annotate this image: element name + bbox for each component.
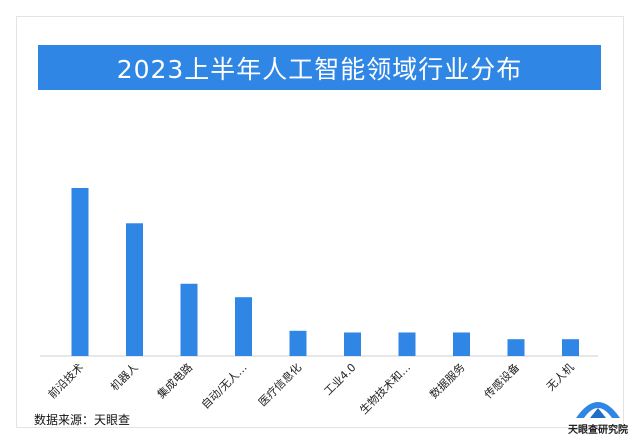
bar-4 — [289, 330, 307, 356]
logo-icon — [576, 402, 620, 418]
chart-frame — [16, 16, 624, 428]
tick-label-0: 前沿技术 — [45, 360, 86, 401]
bar-6 — [398, 332, 416, 356]
tick-label-3: 自动/无人… — [199, 361, 250, 412]
bar-9 — [562, 339, 579, 356]
bar-7 — [453, 332, 470, 356]
source-label: 数据来源：天眼查 — [34, 413, 131, 427]
tick-label-7: 数据服务 — [427, 360, 468, 401]
tick-label-6: 生物技术和… — [357, 360, 414, 417]
bar-0 — [71, 188, 89, 356]
tick-label-8: 传感设备 — [481, 360, 522, 401]
tick-label-4: 医疗信息化 — [255, 360, 304, 409]
tick-label-2: 集成电路 — [154, 360, 195, 401]
bar-3 — [235, 297, 252, 356]
bar-2 — [180, 283, 198, 356]
tick-label-5: 工业4.0 — [321, 361, 358, 398]
tick-label-1: 机器人 — [107, 360, 140, 393]
bar-1 — [126, 223, 143, 356]
chart-title: 2023上半年人工智能领域行业分布 — [38, 45, 601, 90]
logo-text: 天眼查研究院 — [568, 425, 628, 436]
bars-group — [71, 188, 579, 356]
bar-5 — [344, 332, 361, 356]
bar-8 — [507, 339, 525, 356]
